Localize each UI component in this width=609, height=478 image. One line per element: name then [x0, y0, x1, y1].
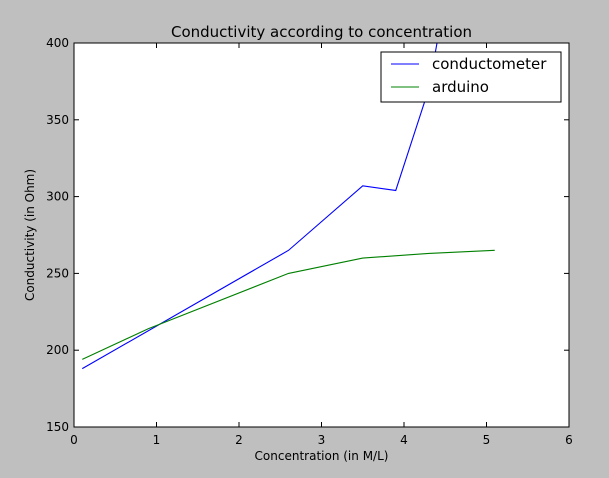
legend-box — [380, 51, 562, 103]
x-tick-label: 6 — [565, 433, 573, 447]
x-tick-label: 5 — [483, 433, 491, 447]
plot-area — [74, 43, 569, 427]
legend: conductometer arduino — [380, 51, 562, 103]
y-tick-label: 400 — [46, 36, 69, 50]
y-tick-label: 350 — [46, 113, 69, 127]
legend-label-arduino: arduino — [432, 78, 489, 96]
legend-label-conductometer: conductometer — [432, 55, 547, 73]
y-tick-label: 200 — [46, 343, 69, 357]
x-tick-label: 4 — [400, 433, 408, 447]
y-tick-label: 150 — [46, 420, 69, 434]
y-axis-label: Conductivity (in Ohm) — [23, 169, 37, 301]
series-line-arduino — [82, 249, 495, 360]
x-axis-label: Concentration (in M/L) — [255, 449, 389, 463]
y-tick-label: 300 — [46, 190, 69, 204]
x-tick-label: 1 — [153, 433, 161, 447]
x-tick-label: 2 — [235, 433, 243, 447]
chart-title: Conductivity according to concentration — [171, 23, 472, 41]
y-tick-label: 250 — [46, 266, 69, 280]
x-tick-label: 3 — [318, 433, 326, 447]
x-tick-label: 0 — [70, 433, 78, 447]
axis-ticks: 0 1 2 3 4 5 6 150 200 250 300 350 400 — [46, 36, 573, 447]
